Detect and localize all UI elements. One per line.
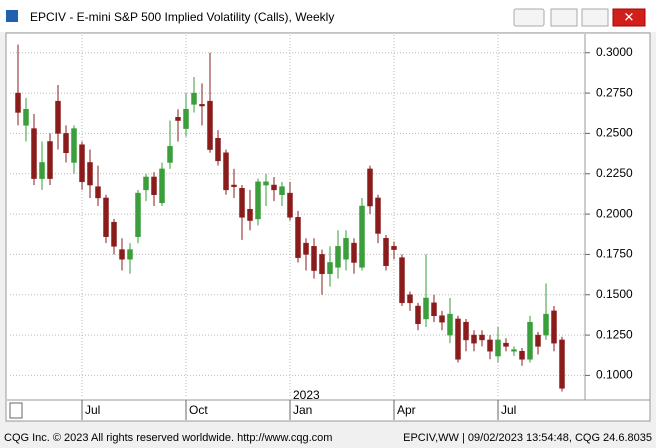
candle-body	[351, 242, 357, 263]
candle-body	[31, 128, 37, 179]
y-tick-label: 0.1500	[596, 287, 633, 301]
candle-body	[399, 257, 405, 304]
status-right: EPCIV,WW | 09/02/2023 13:54:48, CQG 24.6…	[403, 432, 652, 444]
candle-body	[183, 108, 189, 129]
candle-body	[135, 192, 141, 237]
candle-body	[207, 100, 213, 150]
candle-body	[167, 146, 173, 163]
x-tick-label: Oct	[189, 403, 208, 417]
candle-body	[231, 184, 237, 187]
candle-body	[279, 186, 285, 195]
app-icon	[6, 10, 18, 22]
candle-body	[247, 208, 253, 221]
candle-body	[143, 176, 149, 191]
candle-body	[111, 221, 117, 247]
x-tick-label: Jan	[293, 403, 312, 417]
candle-body	[519, 350, 525, 360]
candle-body	[119, 249, 125, 260]
candle-body	[271, 184, 277, 191]
y-tick-label: 0.2750	[596, 85, 633, 99]
candle-body	[383, 238, 389, 266]
candle-body	[127, 249, 133, 260]
candle-body	[439, 315, 445, 323]
candle-body	[495, 339, 501, 357]
candle-body	[95, 186, 101, 199]
candle-body	[15, 92, 21, 113]
candle-body	[367, 168, 373, 207]
y-tick-label: 0.1000	[596, 368, 633, 382]
candle-body	[103, 197, 109, 237]
candle-body	[23, 108, 29, 126]
y-tick-label: 0.2000	[596, 206, 633, 220]
candle-body	[479, 334, 485, 341]
minimize-button[interactable]	[550, 8, 578, 27]
x-tick-label: Jul	[501, 403, 516, 417]
candle-body	[159, 168, 165, 204]
candle-body	[471, 334, 477, 344]
y-tick-label: 0.2500	[596, 126, 633, 140]
candle-body	[391, 246, 397, 250]
candle-body	[335, 246, 341, 268]
candle-body	[87, 162, 93, 186]
candle-body	[487, 339, 493, 352]
candle-body	[63, 133, 69, 154]
candle-body	[359, 205, 365, 268]
y-tick-label: 0.3000	[596, 45, 633, 59]
candle-body	[239, 188, 245, 218]
candle-body	[527, 321, 533, 360]
year-label: 2023	[293, 388, 320, 402]
candle-body	[47, 141, 53, 179]
link-button[interactable]	[513, 8, 545, 27]
candle-body	[535, 334, 541, 347]
candle-body	[215, 138, 221, 162]
candle-body	[151, 176, 157, 195]
candle-body	[55, 100, 61, 134]
candle-body	[375, 197, 381, 234]
title-bar	[0, 0, 656, 32]
candle-body	[447, 313, 453, 336]
candle-body	[455, 318, 461, 360]
candle-body	[551, 310, 557, 344]
candle-body	[71, 128, 77, 163]
candle-body	[255, 181, 261, 220]
candle-body	[295, 217, 301, 258]
window-title: EPCIV - E-mini S&P 500 Implied Volatilit…	[30, 10, 334, 24]
y-tick-label: 0.1250	[596, 327, 633, 341]
y-tick-label: 0.2250	[596, 166, 633, 180]
candle-body	[343, 238, 349, 260]
x-tick-label: Apr	[397, 403, 416, 417]
candle-body	[503, 342, 509, 347]
candle-body	[263, 181, 269, 186]
candle-body	[463, 321, 469, 341]
candle-body	[175, 117, 181, 121]
candle-body	[311, 246, 317, 271]
close-glyph: ✕	[624, 9, 635, 24]
scroll-thumb[interactable]	[9, 402, 23, 419]
candle-body	[423, 297, 429, 320]
chart-area	[5, 32, 651, 422]
candle-body	[407, 294, 413, 304]
close-button[interactable]	[612, 8, 646, 27]
candle-body	[327, 262, 333, 275]
y-tick-label: 0.1750	[596, 247, 633, 261]
candle-body	[223, 152, 229, 191]
candle-body	[431, 302, 437, 316]
candle-body	[415, 305, 421, 325]
candle-body	[559, 339, 565, 389]
candle-body	[79, 144, 85, 183]
candle-body	[511, 349, 517, 352]
candle-body	[303, 242, 309, 255]
status-left: CQG Inc. © 2023 All rights reserved worl…	[4, 432, 332, 444]
candle-body	[191, 92, 197, 105]
candle-body	[319, 254, 325, 275]
candle-body	[287, 192, 293, 218]
maximize-button[interactable]	[581, 8, 609, 27]
candle-body	[199, 104, 205, 107]
candle-body	[543, 313, 549, 336]
candle-body	[39, 162, 45, 179]
x-tick-label: Jul	[85, 403, 100, 417]
